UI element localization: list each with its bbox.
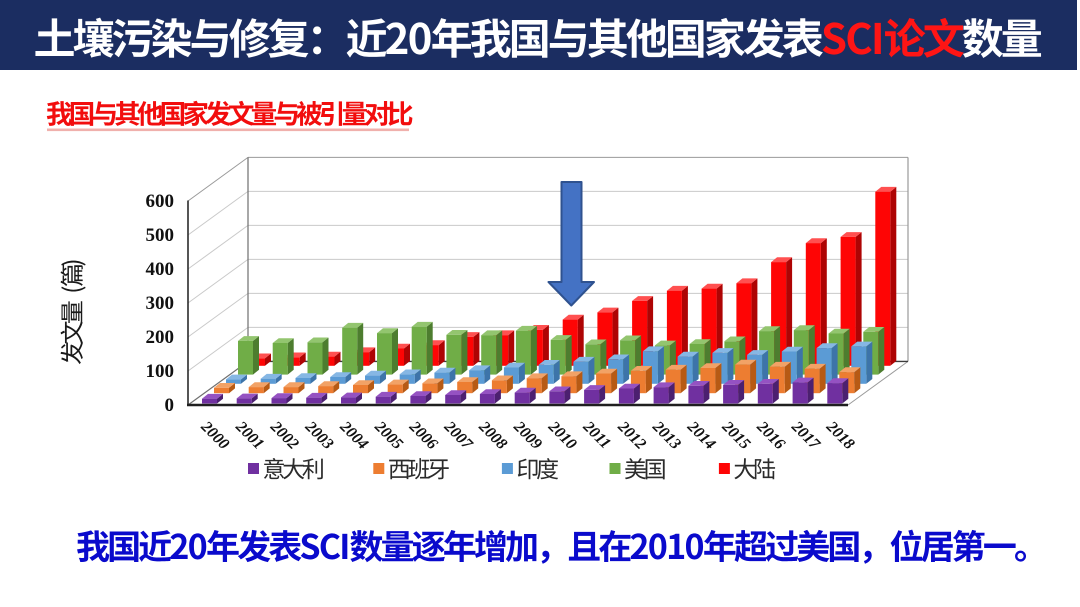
svg-text:400: 400 — [146, 259, 175, 280]
svg-text:2011: 2011 — [579, 418, 614, 453]
svg-text:2008: 2008 — [475, 418, 510, 453]
svg-text:0: 0 — [165, 395, 175, 416]
svg-text:2009: 2009 — [510, 418, 545, 453]
svg-text:2012: 2012 — [614, 418, 649, 453]
svg-text:2004: 2004 — [336, 418, 371, 453]
svg-text:2003: 2003 — [301, 418, 336, 453]
svg-text:2006: 2006 — [405, 418, 440, 453]
svg-text:2000: 2000 — [197, 418, 232, 453]
svg-text:100: 100 — [146, 361, 175, 382]
svg-text:2005: 2005 — [371, 418, 406, 453]
svg-text:2015: 2015 — [718, 418, 753, 453]
svg-text:300: 300 — [146, 293, 175, 314]
svg-text:2007: 2007 — [440, 418, 476, 454]
svg-text:2014: 2014 — [683, 418, 718, 453]
svg-text:500: 500 — [146, 225, 175, 246]
svg-text:2002: 2002 — [266, 418, 301, 453]
svg-text:2001: 2001 — [232, 418, 267, 453]
svg-text:2010: 2010 — [544, 418, 579, 453]
svg-text:2017: 2017 — [787, 418, 823, 454]
svg-text:200: 200 — [146, 327, 175, 348]
svg-text:2016: 2016 — [753, 418, 788, 453]
svg-text:2018: 2018 — [822, 418, 857, 453]
svg-text:2013: 2013 — [648, 418, 683, 453]
svg-text:600: 600 — [146, 191, 175, 212]
